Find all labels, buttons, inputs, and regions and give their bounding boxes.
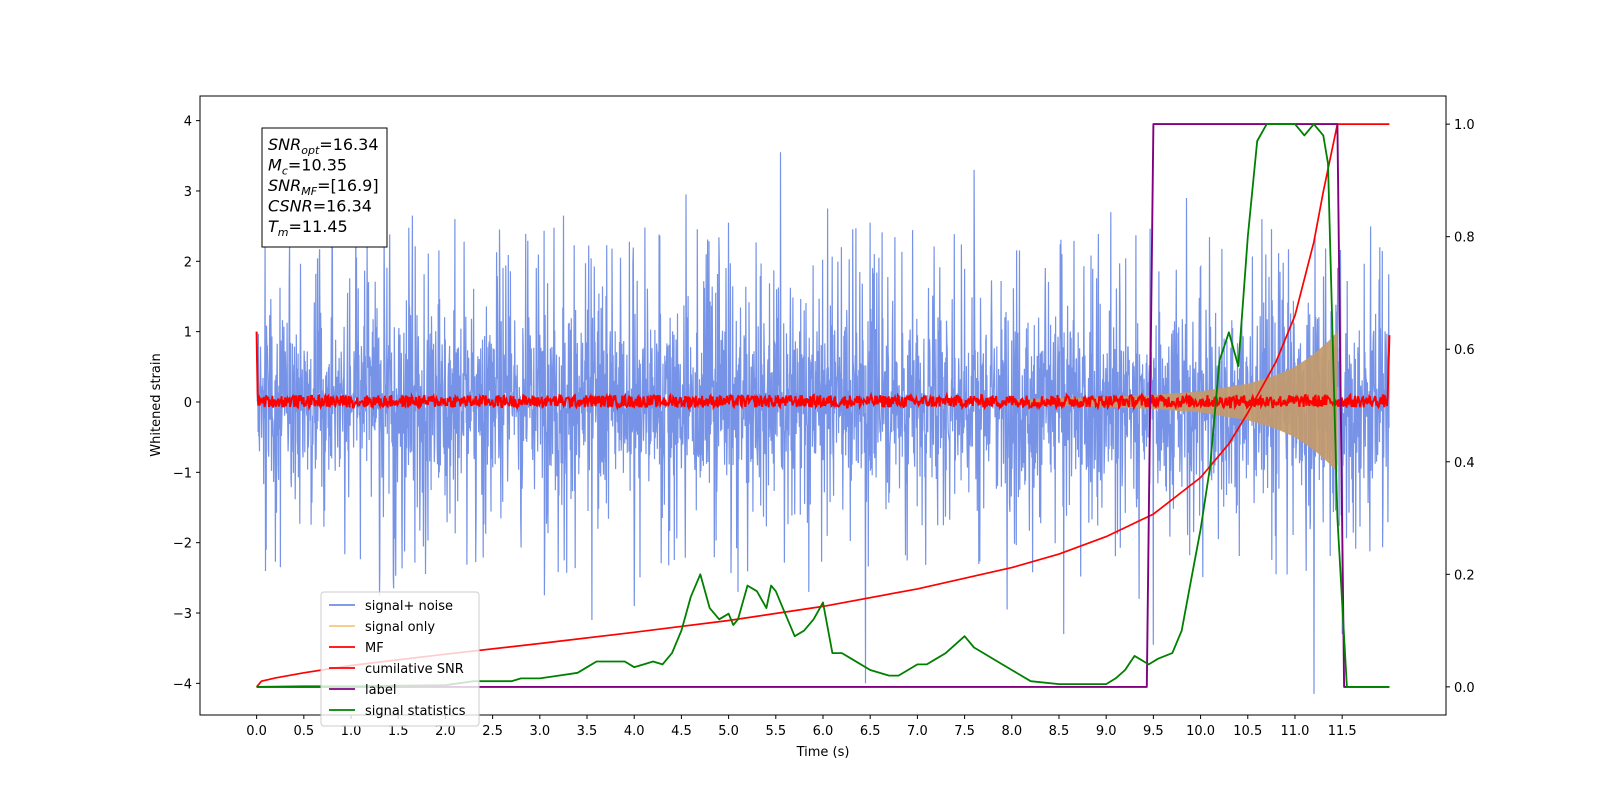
x-tick-label: 11.5 — [1328, 724, 1357, 739]
x-tick-label: 4.0 — [624, 724, 645, 739]
x-tick-label: 3.5 — [577, 724, 598, 739]
annotation-frame — [261, 127, 388, 248]
legend-label: signal+ noise — [365, 599, 453, 614]
x-tick-label: 4.5 — [671, 724, 692, 739]
x-tick-label: 3.0 — [529, 724, 550, 739]
x-tick-label: 8.0 — [1001, 724, 1022, 739]
x-tick-label: 9.5 — [1143, 724, 1164, 739]
annotation-line: Mc=10.35 — [268, 156, 347, 178]
x-tick-label: 5.0 — [718, 724, 739, 739]
y2-tick-label: 0.0 — [1454, 681, 1475, 696]
x-tick-label: 0.5 — [293, 724, 314, 739]
y-tick-label: 4 — [184, 115, 192, 130]
annotation-line: SNRMF=[16.9] — [268, 176, 379, 198]
x-tick-label: 8.5 — [1049, 724, 1070, 739]
x-tick-label: 6.0 — [813, 724, 834, 739]
y2-tick-label: 0.6 — [1454, 343, 1475, 358]
annotation-box: SNRopt=16.34Mc=10.35SNRMF=[16.9]CSNR=16.… — [261, 127, 388, 248]
series-signal-statistics — [256, 123, 1390, 688]
x-tick-label: 10.5 — [1233, 724, 1262, 739]
legend-label: cumilative SNR — [365, 662, 464, 677]
y-tick-label: −4 — [173, 677, 192, 692]
x-tick-label: 5.5 — [765, 724, 786, 739]
y-tick-label: −3 — [173, 607, 192, 622]
x-tick-label: 11.0 — [1280, 724, 1309, 739]
legend: signal+ noise signal only MF cumilative SNR… — [320, 591, 480, 727]
x-tick-label: 10.0 — [1186, 724, 1215, 739]
annotation-line: SNRopt=16.34 — [268, 135, 379, 157]
annotation-line: Tm=11.45 — [268, 217, 348, 239]
y-axis-title: Whitened strain — [149, 353, 164, 456]
y2-tick-label: 0.2 — [1454, 568, 1475, 583]
x-axis-title: Time (s) — [796, 745, 850, 760]
series-signal-noise — [256, 152, 1390, 694]
series-mf — [255, 331, 1391, 412]
legend-frame — [320, 591, 480, 727]
x-tick-label: 2.5 — [482, 724, 503, 739]
annotation-line: CSNR=16.34 — [268, 197, 372, 216]
y-tick-label: 2 — [184, 255, 192, 270]
y2-tick-label: 1.0 — [1454, 118, 1475, 133]
x-tick-label: 0.0 — [246, 724, 267, 739]
legend-label: signal statistics — [365, 704, 466, 719]
legend-label: MF — [365, 641, 384, 656]
legend-label: label — [365, 683, 396, 698]
x-tick-label: 7.5 — [954, 724, 975, 739]
x-tick-label: 9.0 — [1096, 724, 1117, 739]
x-tick-label: 1.5 — [388, 724, 409, 739]
y-tick-label: −1 — [173, 466, 192, 481]
x-tick-label: 2.0 — [435, 724, 456, 739]
axes-group: 0.0 0.5 1.0 1.5 2.0 2.5 3.0 3.5 4.0 4.5 5.0 5.5 6.0 6… — [173, 115, 1475, 739]
y-tick-label: 3 — [184, 185, 192, 200]
y2-tick-label: 0.8 — [1454, 231, 1475, 246]
x-tick-label: 1.0 — [341, 724, 362, 739]
y-tick-label: 0 — [184, 396, 192, 411]
x-tick-label: 6.5 — [860, 724, 881, 739]
y2-tick-label: 0.4 — [1454, 456, 1475, 471]
y-tick-label: −2 — [173, 537, 192, 552]
legend-label: signal only — [365, 620, 435, 635]
y-tick-label: 1 — [184, 326, 192, 341]
x-tick-label: 7.0 — [907, 724, 928, 739]
